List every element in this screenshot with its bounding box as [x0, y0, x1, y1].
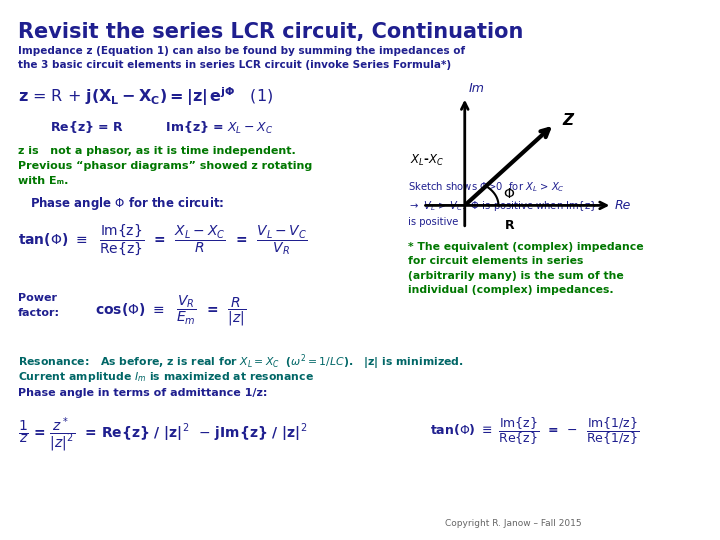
Text: tan($\Phi$) $\equiv$  $\dfrac{\mathrm{Im\{z\}}}{\mathrm{Re\{z\}}}$  =  $\dfrac{X: tan($\Phi$) $\equiv$ $\dfrac{\mathrm{Im\… [18, 222, 307, 256]
Text: Re: Re [614, 199, 631, 212]
Text: Current amplitude $I_m$ is maximized at resonance: Current amplitude $I_m$ is maximized at … [18, 370, 314, 384]
Text: $\mathbf{z}$ = R + $\mathbf{j(X_L - X_C) = |z|\,e^{j\Phi}}$   (1): $\mathbf{z}$ = R + $\mathbf{j(X_L - X_C)… [18, 85, 273, 107]
Text: z is   not a phasor, as it is time independent.
Previous “phasor diagrams” showe: z is not a phasor, as it is time indepen… [18, 146, 312, 186]
Text: Revisit the series LCR circuit, Continuation: Revisit the series LCR circuit, Continua… [18, 22, 523, 42]
Text: Phase angle in terms of admittance 1/z:: Phase angle in terms of admittance 1/z: [18, 388, 267, 398]
Text: $\Phi$: $\Phi$ [503, 187, 515, 201]
Text: Phase angle $\Phi$ for the circuit:: Phase angle $\Phi$ for the circuit: [30, 195, 225, 212]
Text: Re{z} = R          Im{z} = $X_L - X_C$: Re{z} = R Im{z} = $X_L - X_C$ [50, 120, 273, 136]
Text: Impedance z (Equation 1) can also be found by summing the impedances of
the 3 ba: Impedance z (Equation 1) can also be fou… [18, 46, 465, 70]
Text: * The equivalent (complex) impedance
for circuit elements in series
(arbitrarily: * The equivalent (complex) impedance for… [408, 242, 644, 295]
Text: Resonance:   As before, z is real for $X_L = X_C$  ($\omega^2 = 1/LC$).   |z| is: Resonance: As before, z is real for $X_L… [18, 352, 464, 372]
Text: Power
factor:: Power factor: [18, 293, 60, 318]
Text: $X_L$-$X_C$: $X_L$-$X_C$ [410, 153, 444, 168]
Text: R: R [505, 219, 514, 232]
Text: Sketch shows $\Phi$>0  for $X_L$ > $X_C$
$\rightarrow$ $V_L$ > $V_C$.  $\Phi$ is: Sketch shows $\Phi$>0 for $X_L$ > $X_C$ … [408, 180, 597, 227]
Text: cos($\Phi$) $\equiv$  $\dfrac{V_R}{E_m}$  =  $\dfrac{R}{|z|}$: cos($\Phi$) $\equiv$ $\dfrac{V_R}{E_m}$ … [95, 293, 246, 328]
Text: tan($\Phi$) $\equiv$ $\dfrac{\mathrm{Im\{z\}}}{\mathrm{Re\{z\}}}$  =  $-$  $\dfr: tan($\Phi$) $\equiv$ $\dfrac{\mathrm{Im\… [430, 415, 639, 447]
Text: $\dfrac{1}{z}$ = $\dfrac{z^*}{|z|^2}$  = Re{z} / |z|$^2$  $-$ jIm{z} / |z|$^2$: $\dfrac{1}{z}$ = $\dfrac{z^*}{|z|^2}$ = … [18, 415, 307, 454]
Text: Z: Z [563, 113, 574, 129]
Text: Im: Im [469, 82, 485, 95]
Text: Copyright R. Janow – Fall 2015: Copyright R. Janow – Fall 2015 [445, 519, 582, 528]
